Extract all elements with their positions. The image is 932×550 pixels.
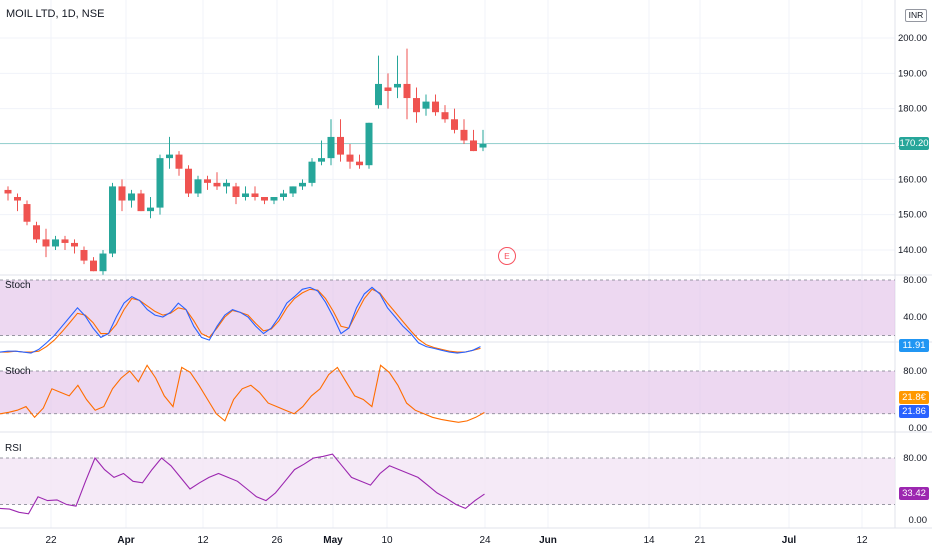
stoch2-label: Stoch bbox=[5, 366, 31, 377]
rsi-tick-label: 0.00 bbox=[909, 515, 928, 526]
price-tick-label: 180.00 bbox=[898, 104, 927, 115]
candle-body bbox=[337, 136, 344, 155]
stoch1-tick-label: 40.00 bbox=[903, 312, 927, 323]
candle-body bbox=[90, 260, 97, 272]
time-tick-label: Jun bbox=[539, 535, 557, 546]
candle-body bbox=[4, 189, 12, 194]
candle-body bbox=[175, 154, 183, 169]
stoch1-band bbox=[0, 280, 895, 336]
time-tick-label: 26 bbox=[271, 535, 283, 546]
candle-body bbox=[80, 250, 88, 261]
stoch1-value-badge: 11.91 bbox=[899, 339, 929, 352]
candle-body bbox=[137, 193, 145, 212]
stoch2-band bbox=[0, 371, 895, 414]
candle-body bbox=[99, 253, 107, 272]
candle-body bbox=[261, 197, 268, 201]
candle-body bbox=[223, 182, 230, 187]
candle-body bbox=[299, 182, 306, 187]
stoch2-line bbox=[0, 364, 485, 423]
time-tick-label: Apr bbox=[117, 535, 134, 546]
chart-title: MOIL LTD, 1D, NSE bbox=[6, 8, 105, 20]
candle-body bbox=[384, 87, 392, 91]
candle-body bbox=[33, 225, 40, 240]
candle-body bbox=[394, 83, 401, 88]
time-tick-label: 21 bbox=[694, 535, 706, 546]
candle-body bbox=[242, 193, 249, 197]
rsi-band bbox=[0, 458, 895, 505]
candle-body bbox=[280, 193, 287, 197]
stoch2-tick-label: 80.00 bbox=[903, 366, 927, 377]
candle-body bbox=[479, 144, 487, 148]
price-tick-label: 200.00 bbox=[898, 33, 927, 44]
candle-body bbox=[441, 112, 449, 120]
candle-body bbox=[61, 239, 69, 243]
candle-body bbox=[185, 168, 192, 194]
stoch1-label: Stoch bbox=[5, 280, 31, 291]
time-tick-label: 12 bbox=[856, 535, 868, 546]
candle-body bbox=[71, 242, 78, 247]
candle-body bbox=[318, 158, 325, 162]
candle-body bbox=[460, 129, 468, 141]
candle-body bbox=[375, 83, 382, 106]
time-tick-label: 22 bbox=[45, 535, 57, 546]
candle-body bbox=[432, 101, 439, 113]
candle-body bbox=[308, 161, 316, 183]
candle-body bbox=[270, 197, 278, 201]
candle-body bbox=[365, 122, 373, 166]
candle-body bbox=[42, 239, 50, 247]
stoch2-k-badge: 21.86 bbox=[899, 405, 929, 418]
candle-body bbox=[204, 179, 211, 183]
candle-body bbox=[232, 186, 240, 197]
price-tick-label: 160.00 bbox=[898, 174, 927, 185]
candle-body bbox=[194, 179, 202, 194]
candle-body bbox=[166, 154, 173, 159]
rsi-label: RSI bbox=[5, 443, 22, 454]
stoch2-tick-label: 0.00 bbox=[909, 423, 928, 434]
candle-body bbox=[422, 101, 430, 109]
earnings-icon[interactable]: E bbox=[498, 247, 516, 265]
stoch1-tick-label: 80.00 bbox=[903, 275, 927, 286]
candle-body bbox=[156, 158, 164, 208]
stoch2-d-badge: 21.8€ bbox=[899, 391, 929, 404]
candle-body bbox=[470, 140, 477, 152]
candle-body bbox=[118, 186, 126, 201]
candle-body bbox=[413, 98, 420, 113]
stoch1-k-line bbox=[0, 286, 481, 354]
time-tick-label: Jul bbox=[782, 535, 797, 546]
time-tick-label: 12 bbox=[197, 535, 209, 546]
time-tick-label: May bbox=[323, 535, 343, 546]
rsi-tick-label: 80.00 bbox=[903, 453, 927, 464]
candle-body bbox=[23, 204, 31, 222]
candle-body bbox=[356, 161, 363, 166]
candle-body bbox=[251, 193, 259, 197]
candle-body bbox=[109, 186, 116, 254]
candle-body bbox=[327, 136, 335, 159]
candle-body bbox=[52, 239, 59, 247]
last-price-badge: 170.20 bbox=[899, 137, 929, 150]
candle-body bbox=[289, 186, 297, 194]
time-tick-label: 14 bbox=[643, 535, 655, 546]
price-tick-label: 190.00 bbox=[898, 68, 927, 79]
currency-label[interactable]: INR bbox=[905, 9, 927, 22]
candle-body bbox=[346, 154, 354, 162]
candle-body bbox=[403, 83, 411, 99]
time-tick-label: 10 bbox=[381, 535, 393, 546]
candle-body bbox=[213, 182, 221, 187]
rsi-value-badge: 33.42 bbox=[899, 487, 929, 500]
candle-body bbox=[147, 207, 154, 212]
candle-body bbox=[128, 193, 135, 201]
rsi-line bbox=[0, 453, 485, 515]
price-tick-label: 150.00 bbox=[898, 210, 927, 221]
candle-body bbox=[14, 197, 21, 201]
price-tick-label: 140.00 bbox=[898, 245, 927, 256]
candle-body bbox=[451, 119, 458, 130]
time-tick-label: 24 bbox=[479, 535, 491, 546]
